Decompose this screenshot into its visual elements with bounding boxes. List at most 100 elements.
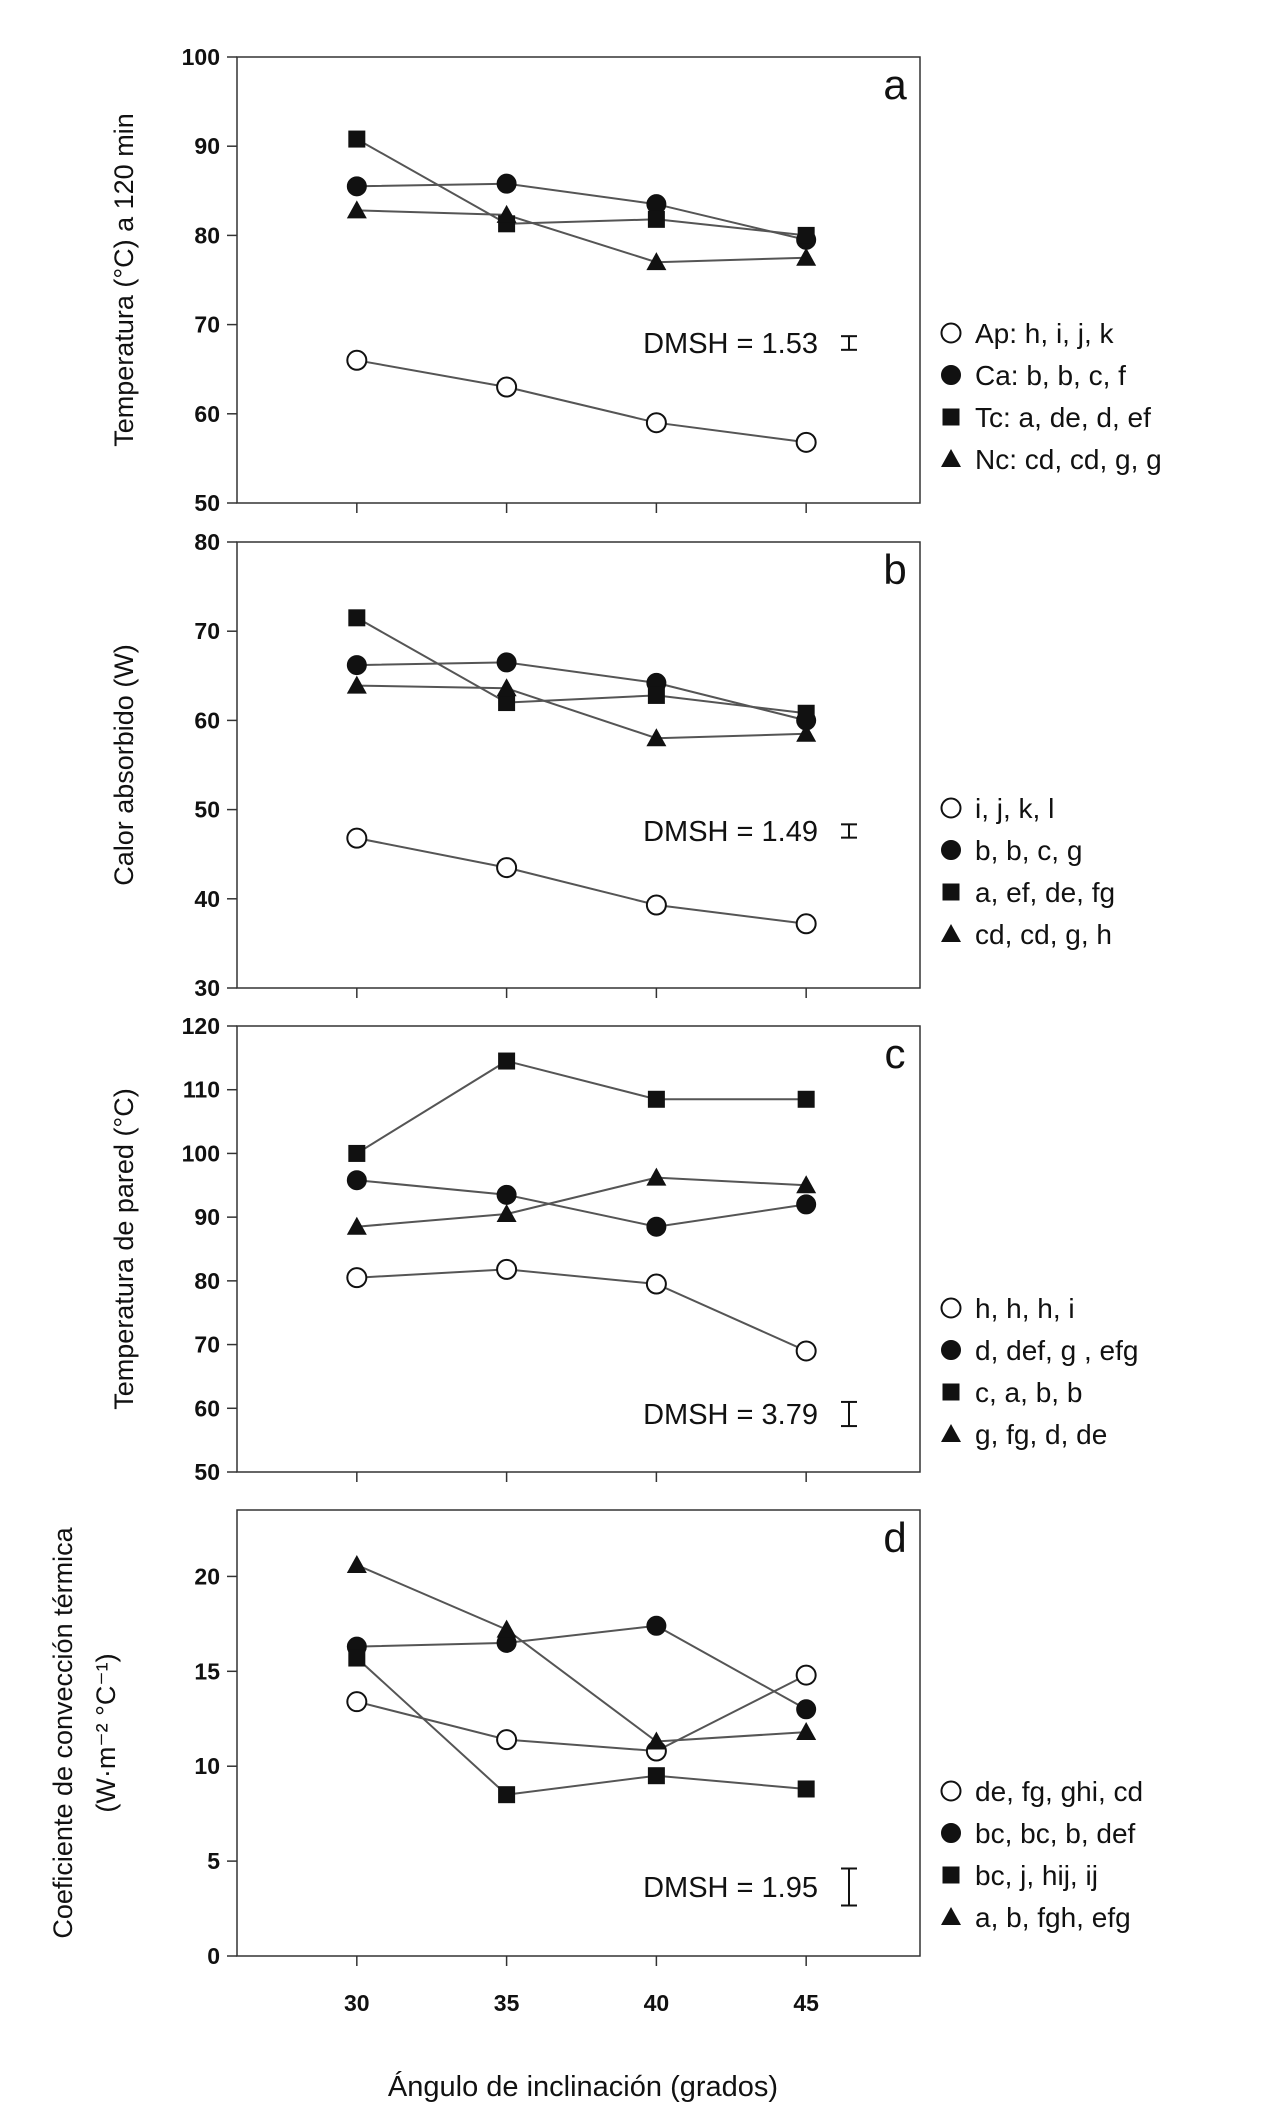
y-tick-label: 90	[194, 133, 220, 159]
legend-marker-nc	[941, 1907, 961, 1925]
legend-entry: a, b, fgh, efg	[975, 1902, 1131, 1933]
legend-entry: Ca: b, b, c, f	[975, 360, 1126, 391]
data-point-ca	[496, 173, 517, 194]
y-tick-label: 70	[194, 1332, 220, 1358]
data-point-ap	[645, 1273, 667, 1295]
legend-entry: a, ef, de, fg	[975, 877, 1115, 908]
legend-entry: d, def, g , efg	[975, 1335, 1138, 1366]
data-point-tc	[498, 1786, 516, 1804]
y-axis-label: Coeficiente de convección térmica	[48, 1526, 78, 1938]
y-tick-label: 100	[182, 44, 220, 70]
data-point-ca	[496, 1184, 517, 1205]
dmsh-label: DMSH = 1.49	[643, 816, 818, 848]
data-point-nc	[496, 1619, 517, 1638]
data-point-ca	[646, 194, 667, 215]
y-tick-label: 15	[194, 1658, 220, 1684]
series-line-tc	[356, 1657, 807, 1796]
series-line-nc	[356, 1176, 807, 1228]
legend-entry: de, fg, ghi, cd	[975, 1776, 1143, 1807]
data-point-tc	[647, 1090, 665, 1108]
legend-marker-nc	[941, 1424, 961, 1442]
x-tick-label: 40	[644, 1990, 670, 2016]
data-point-tc	[797, 226, 815, 244]
data-point-nc	[796, 247, 817, 266]
legend-marker-tc	[942, 1866, 960, 1884]
legend-marker-ap	[940, 1297, 962, 1319]
data-point-nc	[346, 1555, 367, 1574]
data-point-ap	[645, 894, 667, 916]
y-tick-label: 10	[194, 1753, 220, 1779]
y-axis-units: (W·m⁻² °C⁻¹)	[91, 1653, 121, 1812]
series-line-nc	[356, 684, 807, 740]
y-tick-label: 100	[182, 1140, 220, 1166]
legend-entry: i, j, k, l	[975, 793, 1054, 824]
data-point-nc	[346, 1216, 367, 1235]
data-point-ca	[346, 1170, 367, 1191]
series-line-ap	[356, 837, 807, 925]
data-point-tc	[797, 1090, 815, 1108]
y-tick-label: 110	[183, 1077, 220, 1103]
data-point-tc	[797, 1780, 815, 1798]
legend-entry: bc, bc, b, def	[975, 1818, 1136, 1849]
data-point-ap	[795, 431, 817, 453]
y-tick-label: 70	[194, 312, 220, 338]
y-tick-label: 0	[207, 1943, 220, 1969]
legend-marker-nc	[941, 924, 961, 942]
plot-frame	[236, 1509, 921, 1957]
legend: h, h, h, i d, def, g , efg c, a, b, b g, fg…	[940, 1293, 1138, 1450]
legend-entry: Ap: h, i, j, k	[975, 318, 1114, 349]
data-point-ap	[496, 857, 518, 879]
legend: de, fg, ghi, cd bc, bc, b, def bc, j, hij,…	[940, 1776, 1143, 1933]
panel-b: 30 40 50 60 70 80 b Calor absorbido (W) DMSH = 1…	[109, 529, 1115, 1001]
data-point-ca	[646, 1216, 667, 1237]
data-point-nc	[796, 1722, 817, 1741]
x-tick-label: 30	[344, 1990, 370, 2016]
y-tick-label: 20	[194, 1563, 220, 1589]
series-line-ca	[356, 1624, 807, 1711]
legend-entry: h, h, h, i	[975, 1293, 1075, 1324]
series-line-ca	[356, 1179, 807, 1228]
panel-letter: a	[883, 61, 907, 108]
dmsh-label: DMSH = 1.53	[643, 328, 818, 360]
panel-letter: d	[883, 1514, 906, 1561]
plot-frame	[236, 541, 921, 989]
series-line-ca	[356, 182, 807, 241]
legend-marker-tc	[942, 1383, 960, 1401]
legend-entry: bc, j, hij, ij	[975, 1860, 1098, 1891]
x-tick-label: 35	[494, 1990, 520, 2016]
legend-marker-ca	[941, 365, 961, 385]
data-point-tc	[498, 1052, 516, 1070]
panel-letter: c	[885, 1030, 906, 1077]
legend-marker-ca	[941, 1823, 961, 1843]
y-tick-label: 90	[194, 1204, 220, 1230]
data-point-ap	[346, 827, 368, 849]
legend-entry: Tc: a, de, d, ef	[975, 402, 1151, 433]
data-point-ap	[346, 349, 368, 371]
data-point-ap	[496, 1258, 518, 1280]
legend-entry: Nc: cd, cd, g, g	[975, 444, 1162, 475]
x-axis-label: Ángulo de inclinación (grados)	[388, 2070, 778, 2103]
panel-a: 50 60 70 80 90 100 a Temperatura (°C) a 120 min…	[109, 44, 1162, 516]
plot-frame	[236, 56, 921, 504]
data-point-ap	[496, 1729, 518, 1751]
y-axis-label: Temperatura (°C) a 120 min	[109, 113, 139, 446]
y-tick-label: 50	[194, 797, 220, 823]
y-tick-label: 60	[194, 401, 220, 427]
data-point-tc	[348, 609, 366, 627]
y-tick-label: 50	[194, 1459, 220, 1485]
data-point-ap	[346, 1267, 368, 1289]
y-tick-label: 120	[182, 1013, 220, 1039]
legend-entry: b, b, c, g	[975, 835, 1082, 866]
series-line-tc	[356, 1059, 807, 1155]
legend-marker-nc	[941, 449, 961, 467]
y-tick-label: 5	[207, 1848, 220, 1874]
dmsh-label: DMSH = 1.95	[643, 1872, 818, 1904]
legend-marker-ca	[941, 840, 961, 860]
data-point-tc	[647, 210, 665, 228]
data-point-tc	[348, 1649, 366, 1667]
y-tick-label: 50	[194, 490, 220, 516]
panel-d: 0 5 10 15 20 30 35 40 45 d Coeficiente de convecci…	[48, 1509, 1143, 2016]
y-tick-label: 70	[194, 618, 220, 644]
y-tick-label: 80	[194, 222, 220, 248]
